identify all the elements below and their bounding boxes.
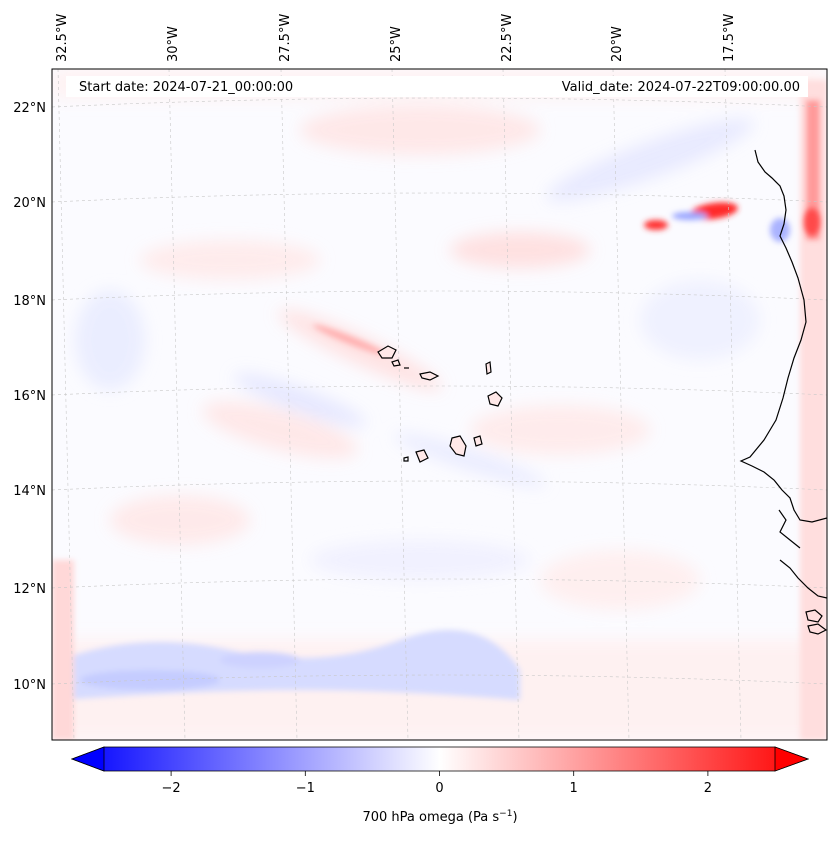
- lon-label-30w: 30°W: [166, 26, 181, 62]
- cape-verde-sao-vicente: [391, 359, 401, 367]
- colorbar-label: 700 hPa omega (Pa s−1): [362, 809, 517, 825]
- lat-label-16n: 16°N: [13, 389, 46, 404]
- colorbar-tick-label: −1: [296, 781, 315, 796]
- africa-coastline: [739, 149, 827, 523]
- colorbar-tick-label: 1: [570, 781, 578, 796]
- lon-label-20w: 20°W: [610, 26, 625, 62]
- cape-verde-maio: [473, 435, 483, 447]
- coastlines: [377, 149, 827, 635]
- meridian-line: [612, 69, 630, 740]
- lat-label-20n: 20°N: [13, 196, 46, 211]
- cape-verde-santo-antao: [377, 345, 397, 359]
- lon-label-32-5w: 32.5°W: [55, 14, 70, 62]
- river-inlet-2: [779, 559, 827, 599]
- parallel-line: [52, 192, 827, 203]
- start-date-label: Start date: 2024-07-21_00:00:00: [79, 80, 293, 95]
- cape-verde-santiago: [449, 435, 467, 457]
- lat-label-14n: 14°N: [13, 484, 46, 499]
- meridian-line: [391, 69, 409, 740]
- cape-verde-boa-vista: [487, 391, 503, 407]
- latitude-labels: 22°N 20°N 18°N 16°N 14°N 12°N 10°N: [13, 101, 46, 693]
- meridian-line: [502, 69, 520, 740]
- lat-label-10n: 10°N: [13, 678, 46, 693]
- cape-verde-fogo: [415, 449, 429, 463]
- cape-verde-brava: [403, 456, 409, 462]
- date-strip: [66, 76, 808, 97]
- colorbar-tick-label: −2: [162, 781, 181, 796]
- meridian-line: [57, 69, 75, 740]
- meridian-line: [724, 69, 742, 740]
- map-panel: [51, 68, 828, 741]
- colorbar-extend-min: [70, 746, 105, 772]
- meridian-line: [168, 69, 186, 740]
- parallel-line: [52, 480, 827, 491]
- coast-islets: [805, 609, 827, 635]
- lon-label-17-5w: 17.5°W: [722, 14, 737, 62]
- colorbar-tick-label: 0: [435, 781, 443, 796]
- valid-date-label: Valid_date: 2024-07-22T09:00:00.00: [562, 80, 800, 95]
- map-background: [52, 69, 827, 740]
- colorbar-tick-label: 2: [704, 781, 712, 796]
- cape-verde-sal: [485, 361, 492, 375]
- parallel-line: [52, 385, 827, 396]
- parallel-line: [52, 290, 827, 301]
- lon-label-22-5w: 22.5°W: [500, 14, 515, 62]
- parallel-line: [52, 674, 827, 685]
- lat-label-18n: 18°N: [13, 294, 46, 309]
- parallel-line: [52, 97, 827, 108]
- lat-label-22n: 22°N: [13, 101, 46, 116]
- omega-field: [52, 69, 827, 740]
- map-frame: [51, 68, 828, 741]
- colorbar-extend-max: [774, 746, 810, 772]
- lon-label-25w: 25°W: [389, 26, 404, 62]
- colorbar: −2 −1 0 1 2 700 hPa omega (Pa s−1): [70, 746, 810, 825]
- lon-label-27-5w: 27.5°W: [278, 14, 293, 62]
- longitude-labels: 32.5°W 30°W 27.5°W 25°W 22.5°W 20°W 17.5…: [55, 14, 737, 62]
- parallel-line: [52, 578, 827, 589]
- colorbar-gradient: [70, 746, 810, 772]
- river-inlet-1: [778, 509, 801, 549]
- colorbar-ticks: −2 −1 0 1 2: [162, 771, 712, 796]
- cape-verde-sao-nicolau: [419, 371, 440, 381]
- graticule: [52, 69, 827, 740]
- meridian-line: [280, 69, 298, 740]
- lat-label-12n: 12°N: [13, 582, 46, 597]
